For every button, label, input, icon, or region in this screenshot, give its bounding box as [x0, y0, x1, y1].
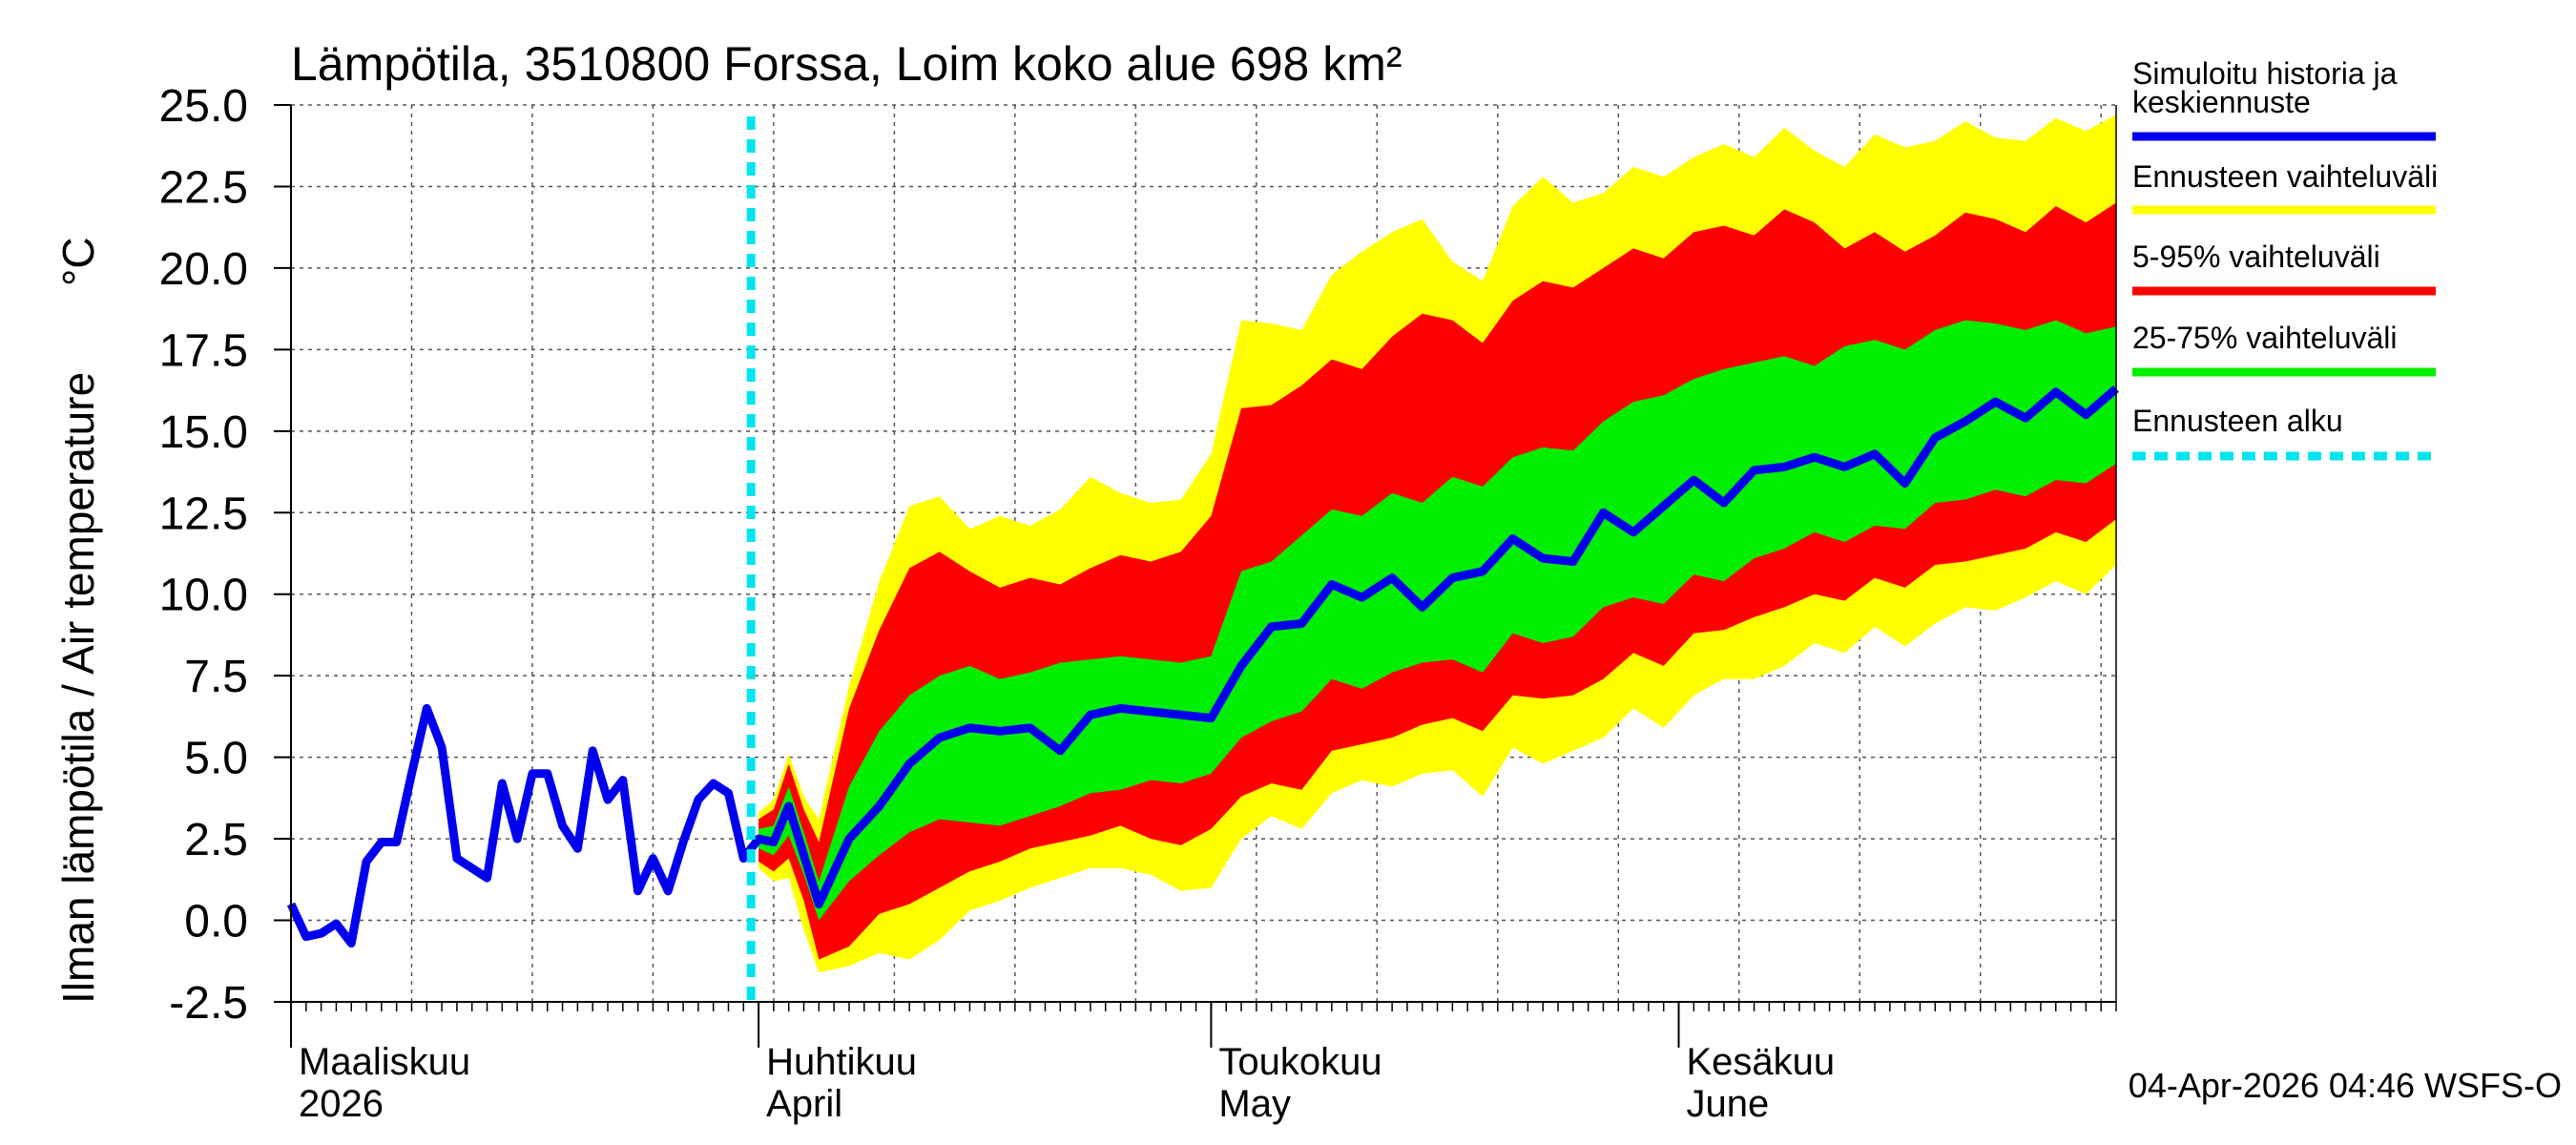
y-tick-label: 15.0: [159, 407, 248, 458]
y-tick-label: -2.5: [169, 978, 248, 1029]
legend-label: Ennusteen vaihteluväli: [2132, 159, 2438, 194]
y-tick-label: 25.0: [159, 81, 248, 132]
y-tick-label: 2.5: [184, 815, 248, 865]
month-label: Kesäkuu: [1687, 1041, 1836, 1083]
month-label: Toukokuu: [1218, 1041, 1381, 1083]
y-tick-label: 22.5: [159, 162, 248, 213]
legend-label: Ennusteen alku: [2132, 404, 2343, 438]
month-label-english: April: [766, 1083, 842, 1125]
y-tick-label: 17.5: [159, 325, 248, 376]
month-label-english: May: [1218, 1083, 1291, 1125]
y-axis-label-text: Ilman lämpötila / Air temperature: [53, 372, 103, 1004]
axes: [274, 104, 2117, 1048]
y-tick-label: 5.0: [184, 734, 248, 784]
y-tick-labels: 25.0 22.5 20.0 17.5 15.0 12.5 10.0 7.5 5.0 2.5 0.0…: [159, 81, 248, 1029]
y-tick-label: 7.5: [184, 652, 248, 702]
forecast-bands: [758, 114, 2116, 973]
y-axis-unit: °C: [53, 237, 103, 286]
legend-label-line2: keskiennuste: [2132, 85, 2311, 119]
chart-title: Lämpötila, 3510800 Forssa, Loim koko alu…: [291, 37, 1402, 91]
legend-label: 25-75% vaihteluväli: [2132, 321, 2398, 355]
legend-label: Simuloitu historia ja: [2132, 56, 2398, 91]
y-tick-label: 0.0: [184, 897, 248, 947]
y-tick-label: 10.0: [159, 571, 248, 621]
month-label-english: June: [1687, 1083, 1770, 1125]
y-tick-label: 12.5: [159, 489, 248, 539]
median-line: [286, 385, 2119, 947]
data-lines: [286, 116, 2119, 1002]
legend-label: 5-95% vaihteluväli: [2132, 239, 2380, 274]
y-axis-label: Ilman lämpötila / Air temperature °C: [53, 237, 103, 1004]
y-tick-label: 20.0: [159, 244, 248, 295]
month-label: Huhtikuu: [766, 1041, 917, 1083]
month-label: Maaliskuu: [299, 1041, 470, 1083]
footer-timestamp: 04-Apr-2026 04:46 WSFS-O: [2129, 1066, 2562, 1105]
month-label-english: 2026: [299, 1083, 384, 1125]
